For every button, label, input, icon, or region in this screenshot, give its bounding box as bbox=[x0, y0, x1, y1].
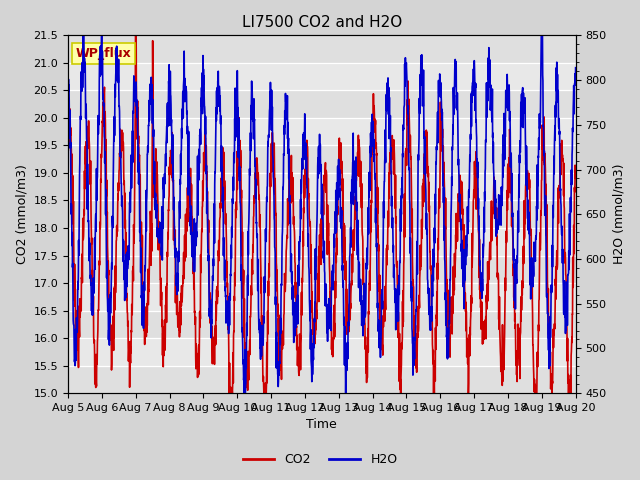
Line: H2O: H2O bbox=[68, 36, 575, 393]
Bar bbox=[68, 311, 575, 338]
Line: CO2: CO2 bbox=[68, 36, 575, 393]
CO2 bbox=[337, 170, 344, 176]
Bar bbox=[68, 255, 575, 283]
Bar bbox=[68, 283, 575, 311]
Title: LI7500 CO2 and H2O: LI7500 CO2 and H2O bbox=[242, 15, 402, 30]
Text: WP_flux: WP_flux bbox=[76, 47, 131, 60]
CO2 bbox=[572, 170, 579, 176]
H2O bbox=[64, 65, 72, 71]
Bar bbox=[68, 145, 575, 173]
H2O bbox=[527, 295, 535, 300]
X-axis label: Time: Time bbox=[307, 419, 337, 432]
H2O bbox=[348, 201, 355, 206]
CO2 bbox=[541, 161, 549, 167]
Y-axis label: H2O (mmol/m3): H2O (mmol/m3) bbox=[612, 164, 625, 264]
H2O bbox=[206, 307, 214, 313]
H2O bbox=[541, 213, 549, 218]
Legend: CO2, H2O: CO2, H2O bbox=[237, 448, 403, 471]
H2O bbox=[241, 390, 248, 396]
Bar bbox=[68, 63, 575, 90]
Bar bbox=[68, 173, 575, 201]
Bar bbox=[68, 36, 575, 63]
Y-axis label: CO2 (mmol/m3): CO2 (mmol/m3) bbox=[15, 164, 28, 264]
CO2 bbox=[132, 33, 140, 38]
H2O bbox=[470, 66, 477, 72]
Bar bbox=[68, 228, 575, 255]
H2O bbox=[80, 33, 88, 38]
CO2 bbox=[206, 313, 214, 319]
CO2 bbox=[225, 390, 233, 396]
Bar bbox=[68, 201, 575, 228]
Bar bbox=[68, 90, 575, 118]
H2O bbox=[572, 65, 579, 71]
CO2 bbox=[470, 198, 477, 204]
Bar bbox=[68, 338, 575, 366]
CO2 bbox=[64, 125, 72, 131]
CO2 bbox=[527, 227, 535, 232]
CO2 bbox=[348, 278, 355, 284]
Bar bbox=[68, 118, 575, 145]
Bar bbox=[68, 366, 575, 393]
H2O bbox=[337, 219, 344, 225]
